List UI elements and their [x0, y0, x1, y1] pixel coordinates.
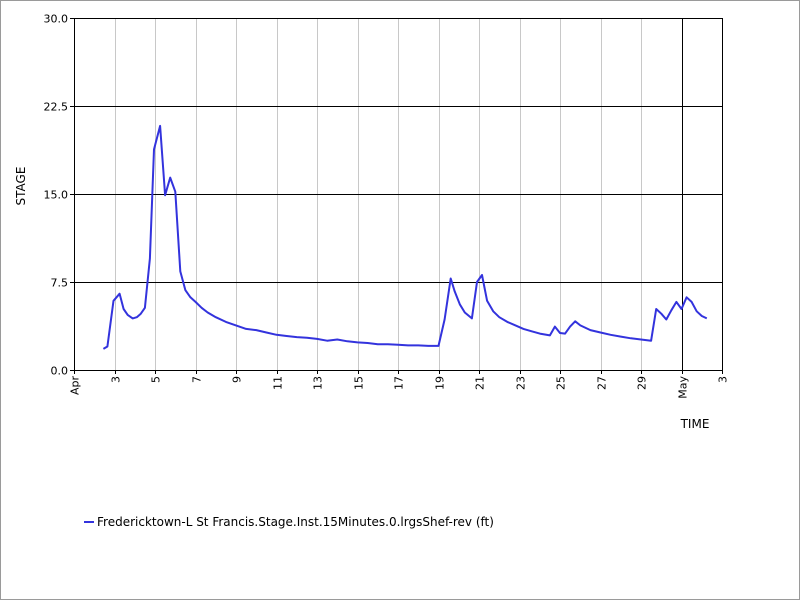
x-tick-label: 7 [191, 376, 204, 383]
x-tick-label: 21 [474, 376, 487, 390]
y-tick-label: 0.0 [51, 365, 69, 378]
legend-label: Fredericktown-L St Francis.Stage.Inst.15… [97, 515, 494, 529]
x-tick-label: 19 [434, 376, 447, 390]
y-tick-label: 7.5 [51, 277, 69, 290]
x-tick-label: 27 [596, 376, 609, 390]
x-tick-label: 25 [555, 376, 568, 390]
x-tick-label: 5 [150, 376, 163, 383]
legend-swatch [84, 521, 94, 523]
x-tick-label: 17 [393, 376, 406, 390]
y-tick-label: 15.0 [44, 189, 69, 202]
y-tick-label: 30.0 [44, 13, 69, 26]
x-tick-label: 29 [636, 376, 649, 390]
x-tick-label: 9 [231, 376, 244, 383]
axis-ticks: Apr 3 5 7 9 11 13 15 17 19 21 23 25 27 29 May 30.07.515.… [44, 13, 730, 399]
x-tick-label: May [677, 376, 690, 399]
legend: Fredericktown-L St Francis.Stage.Inst.15… [84, 514, 494, 530]
x-tick-label: 3 [717, 376, 730, 383]
x-axis-label: TIME [680, 417, 710, 431]
x-tick-label: 3 [110, 376, 123, 383]
x-tick-label: 11 [272, 376, 285, 390]
x-tick-label: 23 [515, 376, 528, 390]
x-tick-label: Apr [69, 376, 82, 396]
y-axis-label: STAGE [14, 167, 28, 206]
x-tick-label: 13 [312, 376, 325, 390]
series-line [102, 124, 708, 350]
grid-lines [74, 18, 722, 370]
x-tick-label: 15 [353, 376, 366, 390]
y-tick-label: 22.5 [44, 101, 69, 114]
